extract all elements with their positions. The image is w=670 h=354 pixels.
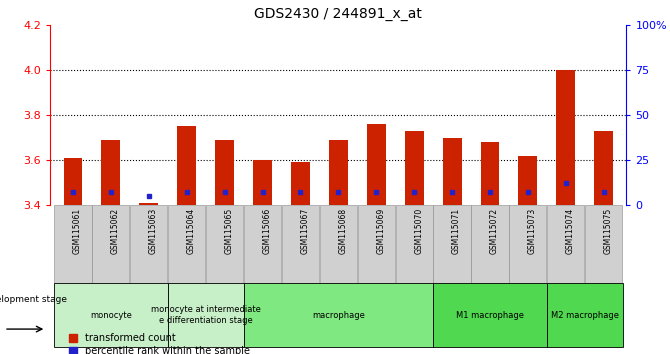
Text: macrophage: macrophage xyxy=(312,310,364,320)
Text: GSM115075: GSM115075 xyxy=(604,208,612,254)
Text: GSM115061: GSM115061 xyxy=(73,208,82,254)
Bar xyxy=(130,205,168,283)
Bar xyxy=(206,205,243,283)
Legend: transformed count, percentile rank within the sample: transformed count, percentile rank withi… xyxy=(68,333,250,354)
Bar xyxy=(433,283,547,347)
Text: GSM115073: GSM115073 xyxy=(528,208,537,254)
Bar xyxy=(547,205,584,283)
Bar xyxy=(585,205,622,283)
Bar xyxy=(178,126,196,205)
Text: development stage: development stage xyxy=(0,295,66,304)
Text: GSM115070: GSM115070 xyxy=(414,208,423,254)
Bar xyxy=(594,131,613,205)
Bar xyxy=(472,205,509,283)
Bar xyxy=(253,160,272,205)
Bar xyxy=(215,140,234,205)
Bar xyxy=(282,205,319,283)
Text: GSM115066: GSM115066 xyxy=(263,208,271,254)
Bar xyxy=(556,70,576,205)
Bar xyxy=(405,131,423,205)
Text: M2 macrophage: M2 macrophage xyxy=(551,310,619,320)
Text: monocyte at intermediate
e differentiation stage: monocyte at intermediate e differentiati… xyxy=(151,306,261,325)
Text: GSM115069: GSM115069 xyxy=(377,208,385,254)
Text: GSM115071: GSM115071 xyxy=(452,208,461,254)
Bar xyxy=(168,205,205,283)
Text: GSM115074: GSM115074 xyxy=(565,208,575,254)
Bar xyxy=(244,205,281,283)
Bar xyxy=(366,124,386,205)
Text: GSM115063: GSM115063 xyxy=(149,208,158,254)
Text: GSM115065: GSM115065 xyxy=(224,208,234,254)
Bar xyxy=(291,162,310,205)
Text: GSM115072: GSM115072 xyxy=(490,208,499,254)
Bar xyxy=(480,142,499,205)
Bar xyxy=(64,158,82,205)
Bar xyxy=(320,205,357,283)
Text: GSM115062: GSM115062 xyxy=(111,208,120,254)
Bar xyxy=(519,156,537,205)
Bar xyxy=(509,205,547,283)
Text: M1 macrophage: M1 macrophage xyxy=(456,310,524,320)
Bar xyxy=(443,138,462,205)
Bar xyxy=(168,283,244,347)
Bar xyxy=(358,205,395,283)
Bar xyxy=(433,205,470,283)
Bar xyxy=(395,205,433,283)
Bar xyxy=(329,140,348,205)
Bar xyxy=(92,205,129,283)
Bar xyxy=(139,203,158,205)
Bar xyxy=(54,205,92,283)
Text: GSM115067: GSM115067 xyxy=(300,208,310,254)
Text: GSM115064: GSM115064 xyxy=(187,208,196,254)
Bar xyxy=(54,283,168,347)
Title: GDS2430 / 244891_x_at: GDS2430 / 244891_x_at xyxy=(255,7,422,21)
Bar xyxy=(101,140,121,205)
Text: GSM115068: GSM115068 xyxy=(338,208,347,254)
Bar xyxy=(547,283,622,347)
Bar xyxy=(244,283,433,347)
Text: monocyte: monocyte xyxy=(90,310,132,320)
